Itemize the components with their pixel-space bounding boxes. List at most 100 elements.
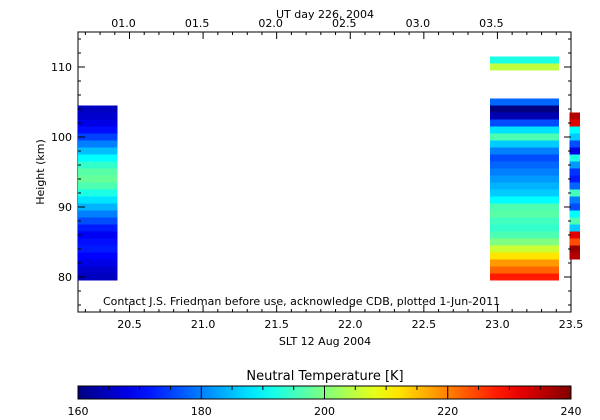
heatmap-cell (78, 119, 118, 127)
top-tick-label: 03.5 (479, 17, 504, 30)
colorbar-tick-label: 240 (561, 405, 582, 418)
heatmap-cell (569, 217, 580, 225)
heatmap-cell (490, 140, 560, 148)
heatmap-cell (569, 133, 580, 141)
heatmap-cell (490, 203, 560, 211)
heatmap-cell (78, 189, 118, 197)
heatmap-cell (569, 126, 580, 134)
heatmap-cell (490, 238, 560, 246)
heatmap-cell (569, 161, 580, 169)
heatmap-cell (490, 259, 560, 267)
heatmap-cell (490, 112, 560, 120)
heatmap-cell (490, 175, 560, 183)
heatmap-cell (490, 63, 560, 71)
heatmap-cell (490, 231, 560, 239)
heatmap-cell (78, 168, 118, 176)
heatmap-cell (490, 154, 560, 162)
heatmap-cell (569, 168, 580, 176)
x-tick-label: 22.5 (412, 318, 437, 331)
heatmap-cell (78, 147, 118, 155)
heatmap-cell (78, 238, 118, 246)
x-tick-label: 23.5 (559, 318, 584, 331)
heatmap-cell (78, 154, 118, 162)
heatmap-cell (78, 126, 118, 134)
heatmap-cell (490, 168, 560, 176)
heatmap-cell (569, 196, 580, 204)
colorbar-axis: 160 180 200 220 240 (68, 386, 582, 418)
heatmap-cell (569, 231, 580, 239)
x-tick-label: 22.0 (338, 318, 363, 331)
heatmap-cell (78, 252, 118, 260)
heatmap-cell (490, 119, 560, 127)
y-tick-label: 110 (51, 61, 72, 74)
heatmap-cell (569, 154, 580, 162)
y-axis-label: Height (km) (34, 139, 47, 205)
heatmap-cell (78, 105, 118, 113)
top-axis-title: UT day 226, 2004 (276, 8, 374, 21)
heatmap-cell (569, 140, 580, 148)
top-tick-label: 01.5 (185, 17, 210, 30)
heatmap-cell (78, 231, 118, 239)
heatmap-cell (78, 224, 118, 232)
heatmap-cell (490, 210, 560, 218)
heatmap-cell (78, 175, 118, 183)
heatmap-cell (78, 245, 118, 253)
heatmap-cell (569, 245, 580, 253)
x-axis-label: SLT 12 Aug 2004 (279, 335, 371, 348)
x-tick-label: 21.0 (191, 318, 216, 331)
heatmap-cell (490, 147, 560, 155)
colorbar-tick-label: 180 (191, 405, 212, 418)
heatmap-cell (78, 182, 118, 190)
heatmap-cell (490, 56, 560, 64)
heatmap-cell (569, 238, 580, 246)
heatmap-cell (490, 273, 560, 281)
x-tick-label: 23.0 (485, 318, 510, 331)
heatmap-cell (490, 98, 560, 106)
heatmap-cell (78, 203, 118, 211)
heatmap-cell (78, 266, 118, 274)
heatmap-cell (78, 273, 118, 281)
data-layer (78, 56, 580, 281)
colorbar-tick-label: 220 (437, 405, 458, 418)
heatmap-cell (78, 196, 118, 204)
heatmap-cell (490, 189, 560, 197)
heatmap-cell (490, 105, 560, 113)
heatmap-cell (78, 140, 118, 148)
colorbar-label: Neutral Temperature [K] (246, 369, 403, 384)
heatmap-cell (569, 252, 580, 260)
heatmap-cell (490, 217, 560, 225)
heatmap-cell (78, 210, 118, 218)
y-tick-label: 90 (58, 201, 72, 214)
heatmap-cell (490, 224, 560, 232)
colorbar-tick-label: 160 (68, 405, 89, 418)
x-tick-label: 20.5 (117, 318, 142, 331)
heatmap-cell (490, 196, 560, 204)
heatmap-cell (78, 259, 118, 267)
axes: 20.5 21.0 21.5 22.0 22.5 23.0 23.5 01.0 01.5 02.0… (51, 17, 583, 331)
heatmap-cell (569, 147, 580, 155)
heatmap-cell (490, 245, 560, 253)
heatmap-cell (490, 182, 560, 190)
heatmap-cell (569, 175, 580, 183)
heatmap-cell (569, 203, 580, 211)
heatmap-cell (569, 189, 580, 197)
heatmap-cell (490, 126, 560, 134)
heatmap-cell (490, 161, 560, 169)
heatmap-cell (569, 224, 580, 232)
top-tick-label: 02.0 (258, 17, 283, 30)
heatmap-cell (78, 133, 118, 141)
colorbar-tick-label: 200 (314, 405, 335, 418)
y-tick-label: 80 (58, 271, 72, 284)
heatmap-cell (78, 112, 118, 120)
heatmap-cell (78, 217, 118, 225)
heatmap-cell (569, 119, 580, 127)
y-tick-label: 100 (51, 131, 72, 144)
top-tick-label: 03.0 (406, 17, 431, 30)
heatmap-cell (490, 266, 560, 274)
heatmap-cell (490, 252, 560, 260)
heatmap-cell (490, 133, 560, 141)
annotation-text: Contact J.S. Friedman before use, acknow… (103, 295, 500, 308)
x-tick-label: 21.5 (264, 318, 289, 331)
heatmap-cell (569, 112, 580, 120)
